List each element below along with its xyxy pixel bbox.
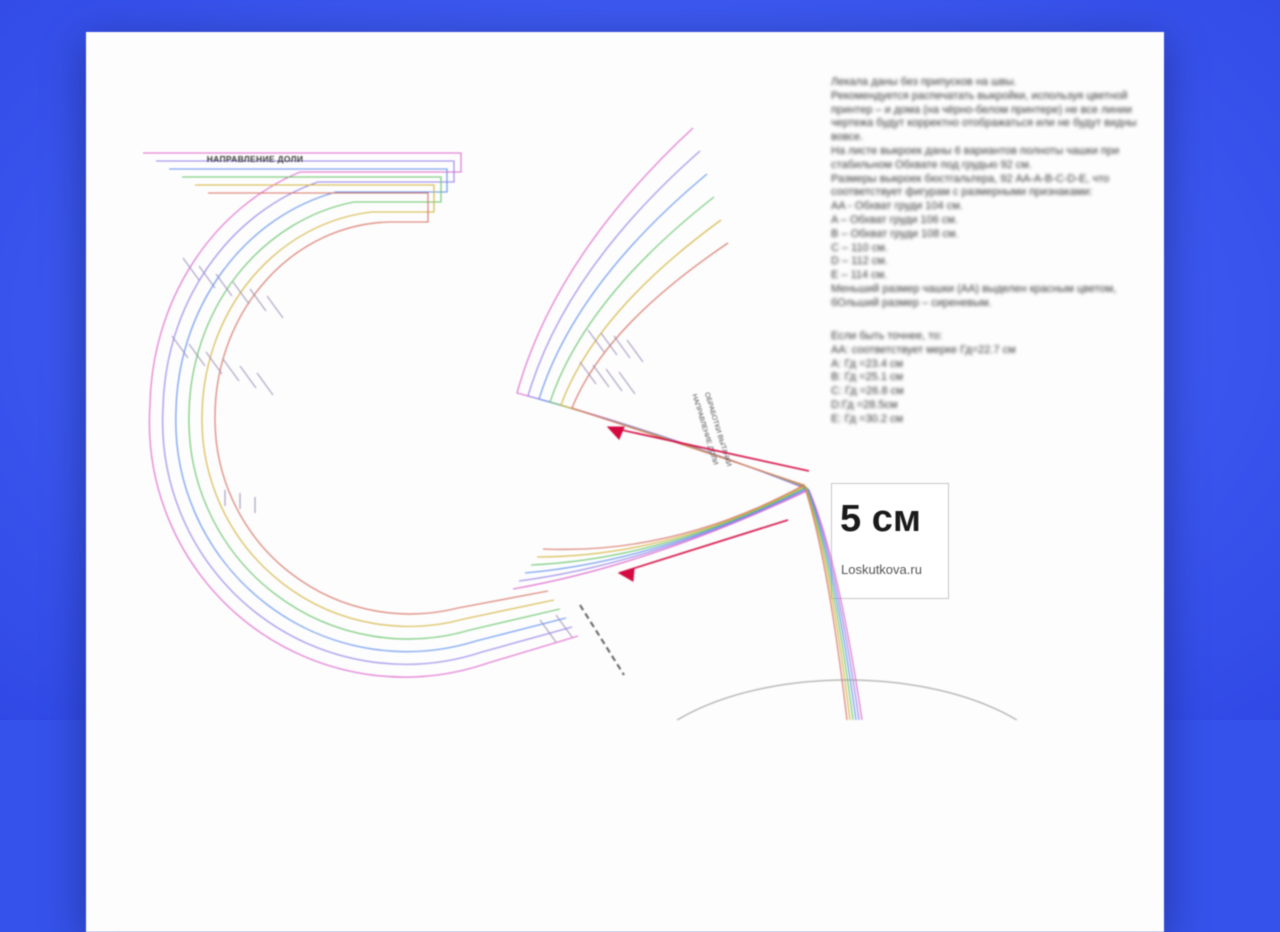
svg-text:НАПРАВЛЕНИЕ ДОЛИ: НАПРАВЛЕНИЕ ДОЛИ xyxy=(207,154,304,164)
